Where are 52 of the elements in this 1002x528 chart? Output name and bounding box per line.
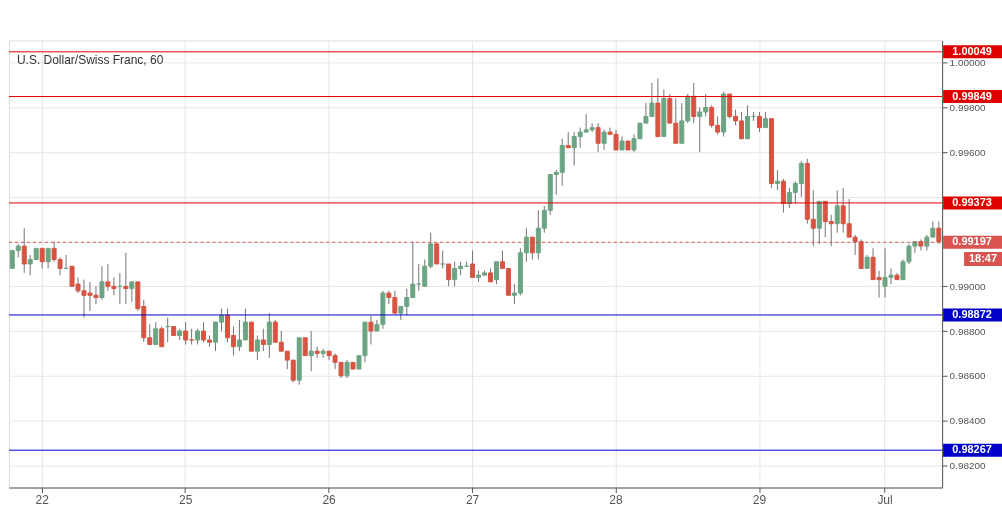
candlestick: [774, 169, 780, 191]
ref-line-label: 0.98872: [952, 307, 992, 320]
candlestick: [129, 281, 135, 303]
candlestick: [691, 82, 697, 124]
y-tick-label: 0.99600: [949, 146, 987, 158]
x-tick-label: 29: [752, 493, 767, 507]
candlestick: [368, 314, 374, 345]
y-tick-label: 0.98800: [949, 325, 987, 337]
y-tick-label: 0.99000: [949, 280, 987, 292]
candlestick: [834, 189, 840, 234]
candlestick: [757, 111, 762, 133]
candlestick: [183, 321, 189, 345]
y-tick-label: 0.99800: [949, 101, 987, 113]
candlestick: [260, 328, 266, 352]
candlestick: [446, 263, 452, 287]
y-tick-label: 1.00000: [949, 57, 987, 69]
candlestick: [470, 250, 476, 278]
x-tick-label: 22: [35, 493, 50, 507]
candlestick: [254, 335, 260, 361]
candlestick: [39, 247, 45, 269]
candlestick: [780, 178, 786, 214]
candlestick: [601, 129, 607, 151]
y-tick-label: 0.98400: [949, 414, 987, 426]
candlestick: [45, 247, 51, 269]
candlestick: [308, 330, 314, 372]
x-tick-label: 26: [322, 493, 337, 507]
candlestick: [266, 312, 272, 359]
candlestick: [314, 346, 320, 359]
ref-line-label: 0.99373: [952, 195, 992, 208]
ref-line-label: 0.99197: [952, 235, 992, 248]
ref-line-label: 1.00049: [952, 44, 992, 57]
candlestick: [99, 265, 105, 301]
candlestick: [936, 221, 942, 245]
candlestick: [595, 122, 601, 153]
x-tick-label: 25: [178, 493, 193, 507]
y-tick-label: 0.98600: [949, 370, 987, 382]
candlestick: [434, 243, 440, 265]
candlestick: [21, 227, 27, 274]
candlestick: [745, 104, 751, 140]
candlestick: [153, 321, 159, 345]
ref-line-label: 0.98267: [952, 443, 992, 456]
candlestick: [159, 326, 165, 348]
x-tick-label: 28: [609, 493, 624, 507]
candlestick: [123, 252, 129, 305]
text: U.S. Dollar/Swiss Franc, 60: [16, 53, 164, 68]
x-tick-label: Jul: [877, 493, 893, 507]
y-tick-label: 0.98200: [949, 459, 987, 471]
candlestick: [493, 261, 499, 285]
x-tick-label: 27: [465, 493, 480, 507]
ref-line-label: 0.99849: [952, 89, 992, 102]
text: 18:47: [969, 251, 998, 264]
candlestick: [320, 348, 326, 359]
